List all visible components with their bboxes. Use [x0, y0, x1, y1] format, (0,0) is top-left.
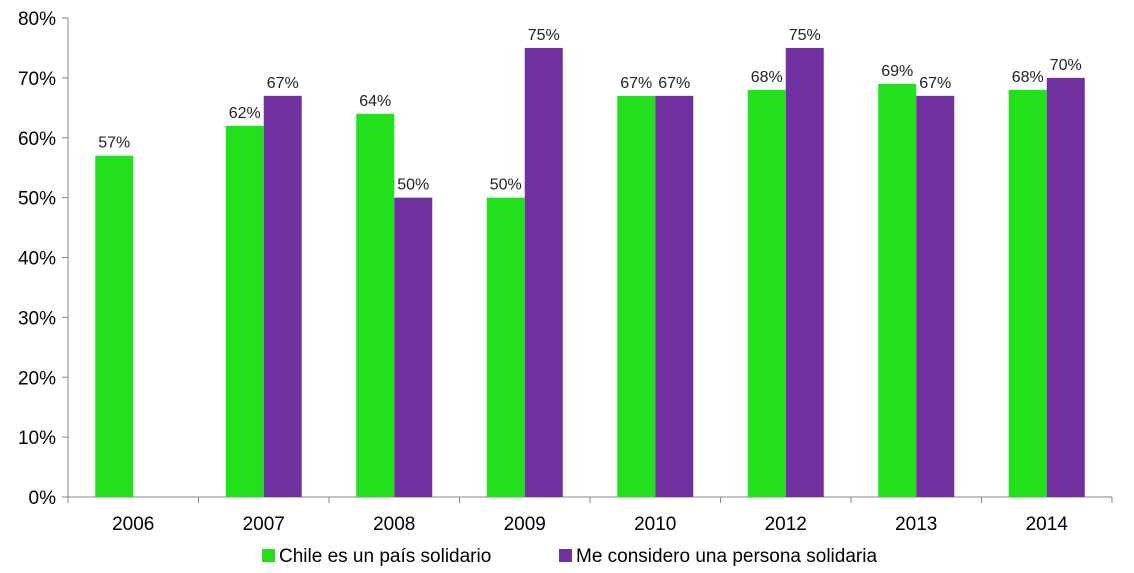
data-label-series-1-2013: 69% — [881, 63, 913, 80]
x-tick-label: 2010 — [634, 514, 676, 535]
y-tick-label: 30% — [18, 308, 56, 329]
data-label-series-2-2008: 50% — [397, 177, 429, 194]
x-tick-label: 2014 — [1026, 514, 1069, 535]
data-label-series-2-2007: 67% — [267, 75, 299, 92]
bar-series-2-2009 — [524, 47, 563, 497]
bar-series-2-2010 — [655, 95, 694, 498]
bar-series-1-2012 — [747, 89, 786, 497]
bar-series-1-2009 — [486, 197, 525, 497]
data-label-series-1-2009: 50% — [490, 177, 522, 194]
y-tick-label: 60% — [18, 129, 56, 150]
data-label-series-2-2009: 75% — [528, 27, 560, 44]
x-tick-label: 2012 — [765, 514, 807, 535]
y-tick-label: 0% — [29, 488, 57, 509]
y-tick-label: 10% — [18, 428, 56, 449]
legend-label-series-2: Me considero una persona solidaria — [576, 546, 877, 567]
y-tick-label: 80% — [18, 9, 56, 30]
x-tick-label: 2008 — [373, 514, 415, 535]
data-label-series-2-2014: 70% — [1050, 57, 1082, 74]
data-label-series-1-2008: 64% — [359, 93, 391, 110]
bar-series-2-2013 — [916, 95, 955, 498]
y-tick-label: 20% — [18, 368, 56, 389]
data-label-series-1-2014: 68% — [1012, 69, 1044, 86]
bar-series-1-2007 — [225, 125, 264, 498]
legend-swatch-series-2 — [559, 549, 572, 562]
legend-label-series-1: Chile es un país solidario — [279, 546, 491, 567]
bar-series-2-2014 — [1046, 77, 1085, 497]
bar-series-1-2008 — [356, 113, 395, 498]
data-label-series-1-2007: 62% — [229, 105, 261, 122]
bar-series-1-2010 — [617, 95, 656, 498]
y-tick-label: 40% — [18, 249, 56, 270]
y-tick-label: 70% — [18, 69, 56, 90]
bar-series-2-2008 — [394, 197, 433, 497]
data-label-series-1-2012: 68% — [751, 69, 783, 86]
bar-series-1-2014 — [1008, 89, 1047, 497]
bar-series-1-2006 — [95, 155, 134, 497]
data-label-series-2-2012: 75% — [789, 27, 821, 44]
bar-series-2-2012 — [785, 47, 824, 497]
x-tick-label: 2007 — [243, 514, 285, 535]
data-label-series-2-2010: 67% — [658, 75, 690, 92]
bar-series-1-2013 — [878, 83, 917, 498]
bar-series-2-2007 — [263, 95, 302, 498]
x-tick-label: 2009 — [504, 514, 546, 535]
data-label-series-1-2006: 57% — [98, 135, 130, 152]
legend-swatch-series-1 — [262, 549, 275, 562]
data-label-series-1-2010: 67% — [620, 75, 652, 92]
x-tick-label: 2006 — [112, 514, 154, 535]
data-label-series-2-2013: 67% — [919, 75, 951, 92]
x-tick-label: 2013 — [895, 514, 937, 535]
y-tick-label: 50% — [18, 189, 56, 210]
